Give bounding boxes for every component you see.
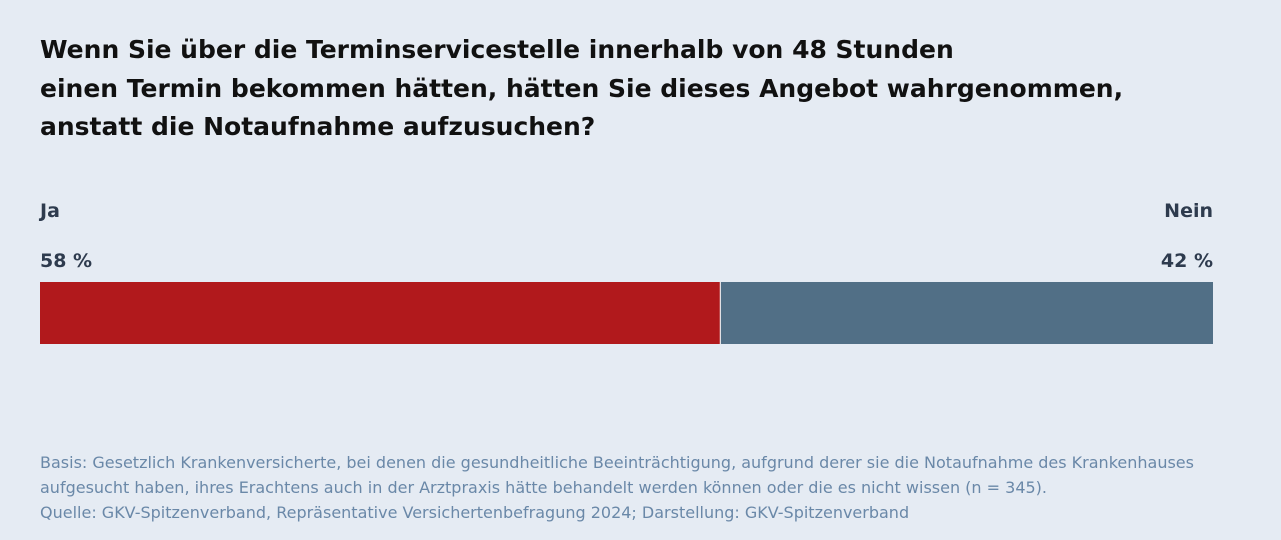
footnote-source: Quelle: GKV-Spitzenverband, Repräsentati… (40, 503, 910, 522)
chart-title-line-2: einen Termin bekommen hätten, hätten Sie… (40, 73, 1124, 103)
stacked-bar-chart (40, 282, 1213, 344)
footnote-basis-line-2: aufgesucht haben, ihres Erachtens auch i… (40, 478, 1048, 497)
footnote-basis-line-1: Basis: Gesetzlich Krankenversicherte, be… (40, 453, 1194, 472)
value-label-nein: 42 % (1160, 250, 1213, 272)
category-label-nein: Nein (1164, 200, 1213, 222)
bar-segment-ja (40, 282, 721, 344)
chart-title-line-3: anstatt die Notaufnahme aufzusuchen? (40, 112, 596, 141)
bar-segment-nein (720, 282, 1213, 344)
category-label-ja: Ja (40, 200, 60, 222)
chart-footnote: Basis: Gesetzlich Krankenversicherte, be… (40, 450, 1250, 525)
value-label-ja: 58 % (40, 250, 93, 272)
chart-title-line-1: Wenn Sie über die Terminservicestelle in… (40, 35, 954, 64)
chart-title: Wenn Sie über die Terminservicestelle in… (40, 31, 1240, 147)
